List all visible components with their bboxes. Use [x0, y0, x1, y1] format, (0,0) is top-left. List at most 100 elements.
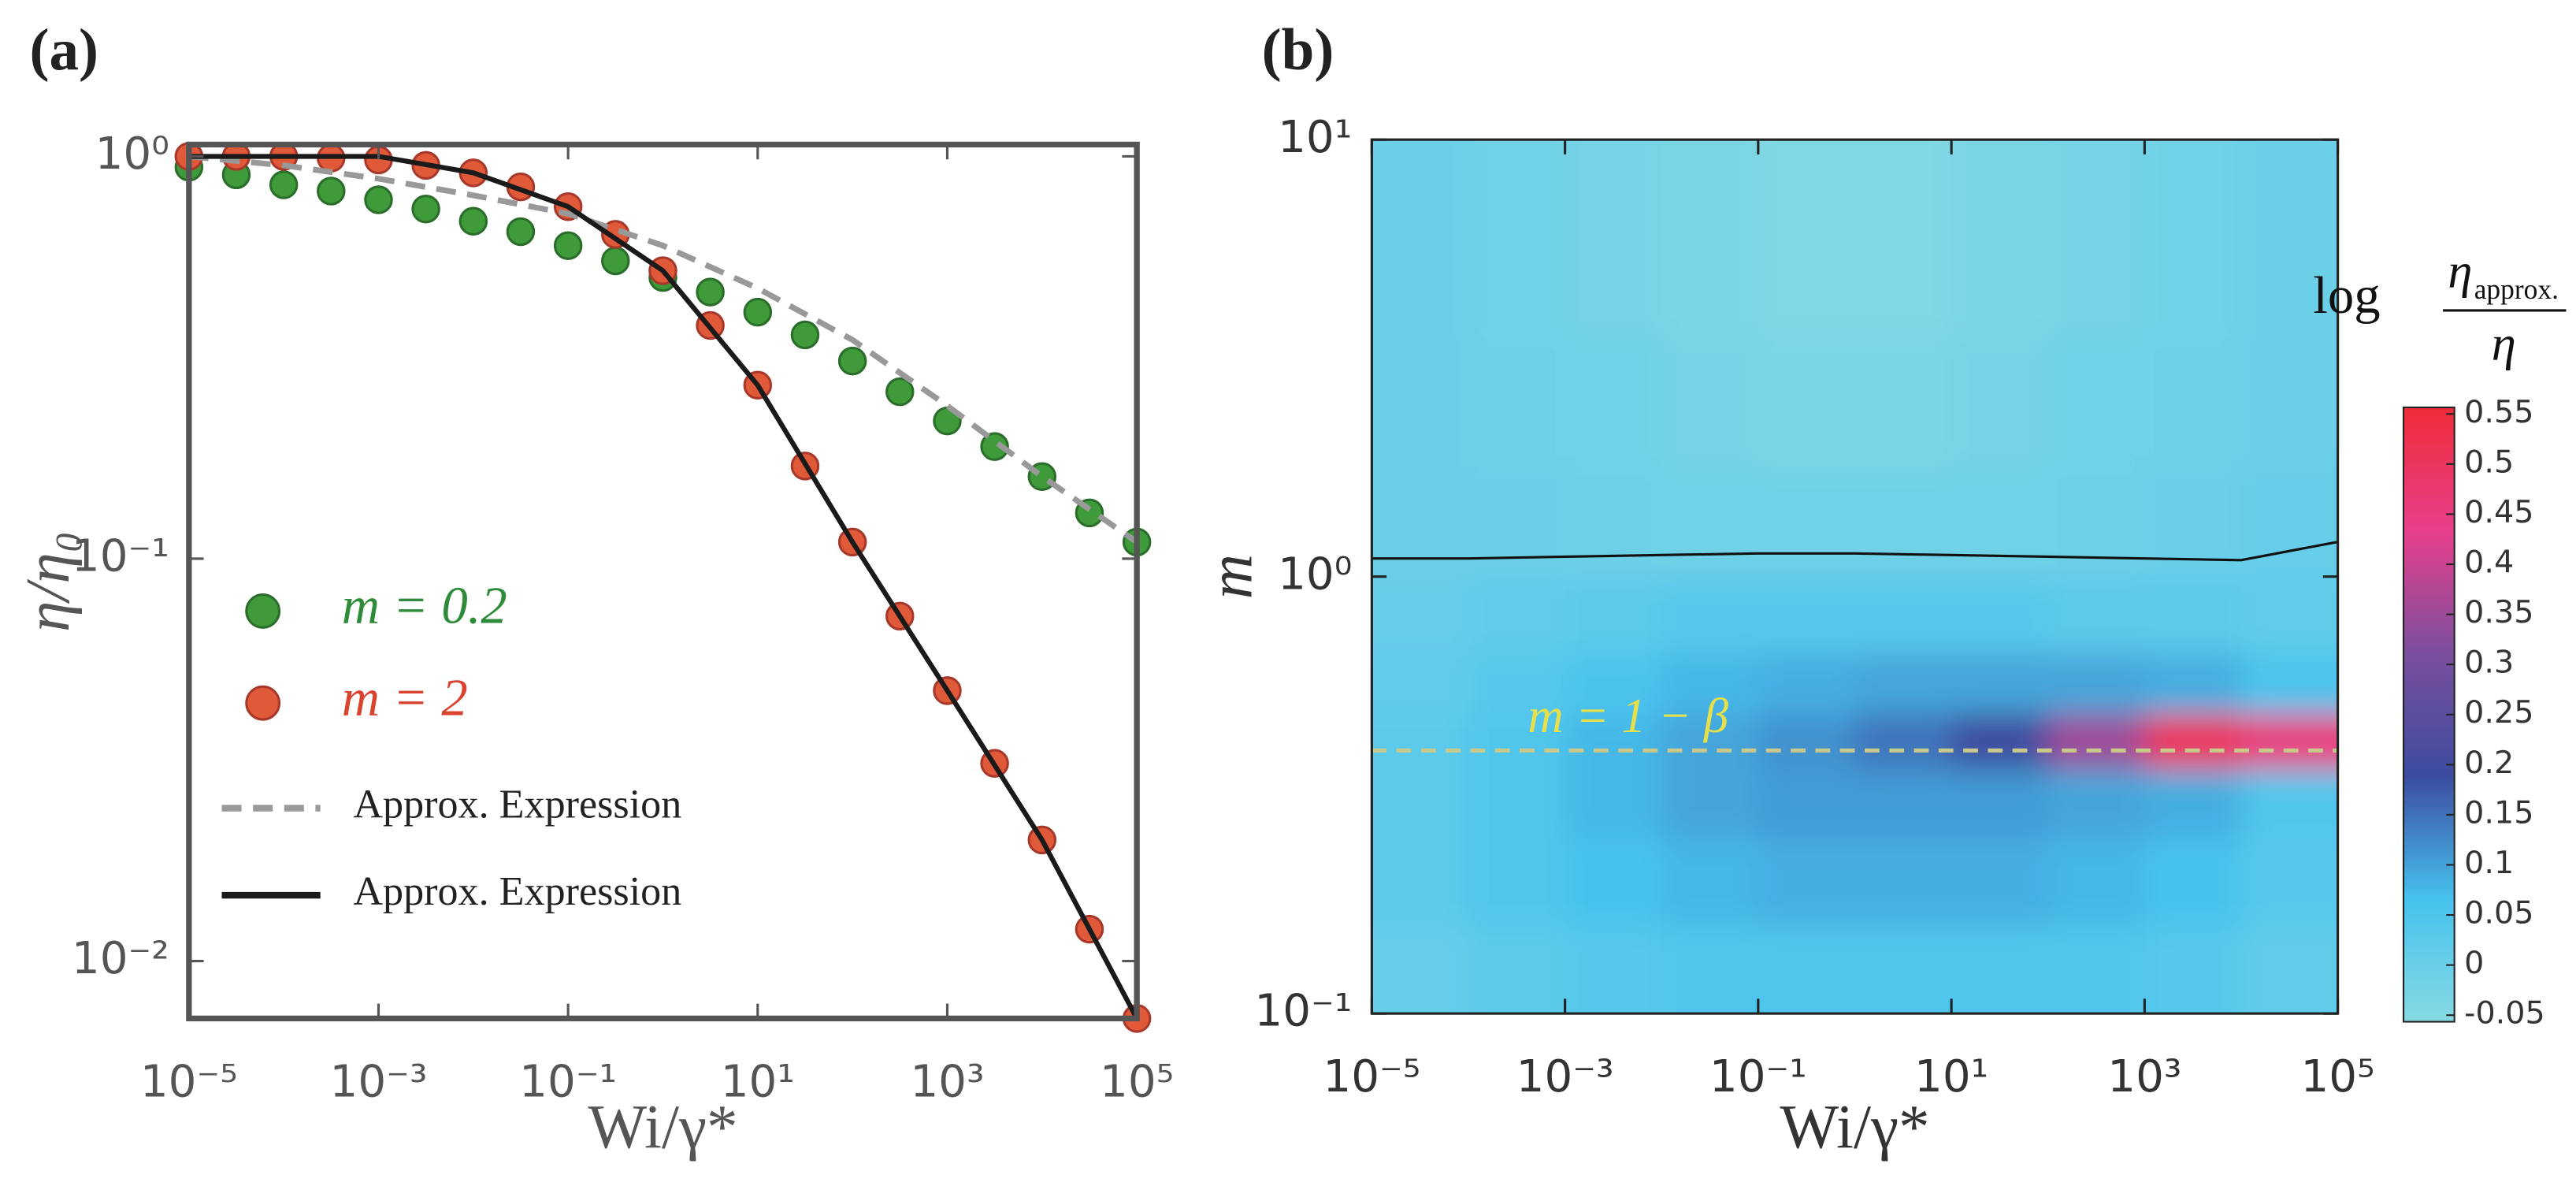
heatmap-cell — [1565, 768, 1663, 840]
heatmap-cell — [2240, 139, 2338, 229]
heatmap-cell — [1565, 714, 1663, 770]
heatmap-cell — [1951, 925, 2049, 1014]
heatmap-cell — [2047, 768, 2146, 840]
heatmap-cell — [1854, 925, 1953, 1014]
heatmap-cell — [1758, 467, 1856, 578]
heatmap-cell — [1661, 768, 1759, 840]
colorbar-tick-label: 0.35 — [2464, 594, 2533, 630]
heatmap-cell — [2144, 227, 2242, 337]
heatmap-cell — [1758, 336, 1856, 469]
panel-label: (a) — [30, 17, 99, 83]
x-tick-label: 10³ — [910, 1056, 984, 1107]
approx-line — [188, 154, 1139, 1020]
marker — [269, 170, 299, 199]
heatmap-cell — [1758, 838, 1856, 927]
heatmap-cell — [2240, 838, 2338, 927]
x-tick-label: 10¹ — [721, 1056, 795, 1107]
x-tick-label: 10⁻¹ — [519, 1056, 617, 1107]
heatmap-cell — [2240, 576, 2338, 654]
heatmap-cell — [2240, 714, 2338, 770]
x-axis-label: Wi/γ* — [1780, 1092, 1929, 1162]
legend-marker — [245, 685, 281, 721]
heatmap-cell — [1661, 576, 1759, 654]
colorbar-tick-label: 0.55 — [2464, 394, 2533, 430]
colorbar-tick-label: 0.1 — [2464, 845, 2514, 881]
heatmap-cell — [1565, 467, 1663, 578]
plot-frame — [186, 141, 1140, 1022]
heatmap-cell — [2047, 336, 2146, 469]
heatmap-cell — [2047, 714, 2146, 770]
heatmap-cell — [1951, 336, 2049, 469]
marker — [885, 377, 915, 407]
heatmap-cell — [2240, 652, 2338, 716]
heatmap-cell — [1854, 227, 1953, 337]
marker — [411, 194, 440, 224]
heatmap-cell — [1372, 714, 1469, 770]
heatmap-cell — [2047, 576, 2146, 654]
heatmap-cell — [1565, 576, 1663, 654]
marker — [696, 277, 725, 307]
y-tick-label: 10⁰ — [95, 128, 169, 180]
heatmap-cell — [1468, 227, 1566, 337]
marker — [837, 346, 867, 376]
heatmap-cell — [1951, 139, 2049, 229]
colorbar-tick-label: 0.3 — [2464, 645, 2514, 681]
heatmap-cell — [2144, 139, 2242, 229]
heatmap-cell — [1854, 838, 1953, 927]
heatmap-cell — [1758, 925, 1856, 1014]
heatmap-cell — [1468, 576, 1566, 654]
heatmap-cell — [1468, 925, 1566, 1014]
x-tick-label: 10⁻³ — [1516, 1051, 1614, 1102]
heatmap-cell — [1758, 576, 1856, 654]
legend-marker — [245, 593, 281, 629]
x-tick-label: 10¹ — [1914, 1051, 1988, 1102]
y-tick-label: 10⁻¹ — [1254, 986, 1352, 1037]
heatmap-cell — [1565, 652, 1663, 716]
legend-label: Approx. Expression — [353, 869, 681, 914]
heatmap-cell — [1951, 652, 2049, 716]
marker — [601, 246, 630, 276]
heatmap-cell — [1854, 652, 1953, 716]
heatmap-cell — [1951, 714, 2049, 770]
heatmap-cell — [1565, 139, 1663, 229]
heatmap-cell — [1661, 227, 1759, 337]
heatmap-cell — [1565, 838, 1663, 927]
heatmap-cell — [1565, 227, 1663, 337]
heatmap-cell — [1758, 227, 1856, 337]
heatmap-cell — [2240, 925, 2338, 1014]
heatmap-cell — [2240, 467, 2338, 578]
heatmap-cell — [1854, 336, 1953, 469]
heatmap-cell — [1372, 768, 1469, 840]
heatmap-cell — [2240, 227, 2338, 337]
colorbar-label-numerator: η — [2448, 244, 2472, 299]
heatmap-cell — [2144, 652, 2242, 716]
heatmap-cell — [1372, 838, 1469, 927]
heatmap-cell — [1758, 652, 1856, 716]
marker — [790, 320, 820, 350]
heatmap-cell — [1758, 768, 1856, 840]
heatmap-cell — [2144, 768, 2242, 840]
heatmap-cell — [2047, 467, 2146, 578]
heatmap-cell — [1951, 838, 2049, 927]
heatmap-cell — [1951, 768, 2049, 840]
colorbar-tick-label: 0 — [2464, 945, 2484, 981]
heatmap-cell — [1372, 925, 1469, 1014]
x-tick-label: 10⁻⁵ — [1323, 1051, 1420, 1102]
heatmap-cell — [1854, 467, 1953, 578]
heatmap-cell — [1565, 925, 1663, 1014]
x-tick-label: 10⁵ — [1100, 1056, 1174, 1107]
x-tick-label: 10³ — [2107, 1051, 2181, 1102]
heatmap-cell — [2240, 768, 2338, 840]
heatmap-cell — [1468, 467, 1566, 578]
heatmap-cell — [2144, 576, 2242, 654]
marker — [506, 217, 536, 247]
panel-label: (b) — [1262, 17, 1334, 83]
heatmap-cell — [1854, 576, 1953, 654]
y-tick-label: 10¹ — [1278, 112, 1352, 163]
heatmap-cell — [1661, 139, 1759, 229]
y-axis-label: m — [1197, 554, 1266, 599]
colorbar-tick-label: 0.25 — [2464, 694, 2533, 731]
legend-label: m = 2 — [342, 669, 468, 727]
marker — [364, 185, 393, 214]
